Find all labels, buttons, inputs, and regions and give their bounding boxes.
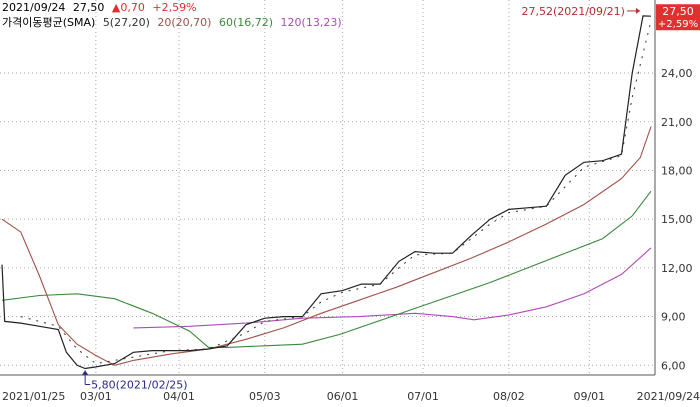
high-annotation: 27,52(2021/09/21) <box>521 5 624 18</box>
low-annotation: 5,80(2021/02/25) <box>91 379 187 392</box>
x-tick-label: 08/02 <box>493 390 525 403</box>
header-change: ▲0,70 <box>111 1 145 14</box>
annotations: 27,50+2,59%27,52(2021/09/21)5,80(2021/02… <box>82 4 700 392</box>
header-change-pct: +2,59% <box>152 1 197 14</box>
x-tick-label: 09/01 <box>573 390 605 403</box>
x-tick-label: 03/01 <box>80 390 112 403</box>
y-tick-label: 24,00 <box>661 67 693 80</box>
x-tick-label: 2021/01/25 <box>2 390 65 403</box>
sma120-line <box>133 247 652 329</box>
x-tick-label: 06/01 <box>327 390 359 403</box>
sma-legend-item-120: 120(13,23) <box>280 16 342 29</box>
y-tick-label: 21,00 <box>661 116 693 129</box>
current-price-label: 27,50 <box>662 5 694 18</box>
series-layer <box>1 15 652 370</box>
y-tick-label: 18,00 <box>661 164 693 177</box>
header-date: 2021/09/24 <box>2 1 66 14</box>
price-header: 2021/09/24 27,50 ▲0,70 +2,59% <box>2 1 201 14</box>
sma5-line <box>20 20 652 365</box>
y-tick-label: 15,00 <box>661 213 693 226</box>
y-tick-label: 9,00 <box>661 311 686 324</box>
sma60-line <box>1 190 652 348</box>
sma-legend-item-5: 5(27,20) <box>102 16 150 29</box>
sma-legend-item-20: 20(20,70) <box>157 16 212 29</box>
y-tick-label: 6,00 <box>661 359 686 372</box>
y-tick-label: 12,00 <box>661 262 693 275</box>
x-tick-label: 2021/09/24 <box>637 390 700 403</box>
grid <box>0 0 655 375</box>
sma-legend-item-60: 60(16,72) <box>218 16 274 29</box>
header-price: 27,50 <box>72 1 105 14</box>
sma-legend-title: 가격이동평균(SMA) <box>2 16 96 29</box>
current-price-pct: +2,59% <box>658 19 698 30</box>
sma-legend: 가격이동평균(SMA) 5(27,20) 20(20,70) 60(16,72)… <box>2 14 346 30</box>
high-arrow-head <box>635 7 640 14</box>
x-tick-label: 05/03 <box>249 390 281 403</box>
x-tick-label: 07/01 <box>407 390 439 403</box>
price-line <box>1 15 652 370</box>
x-tick-label: 04/01 <box>163 390 195 403</box>
current-price-tag <box>656 4 700 31</box>
low-arrow-head <box>82 370 89 375</box>
sma20-line <box>1 126 652 366</box>
